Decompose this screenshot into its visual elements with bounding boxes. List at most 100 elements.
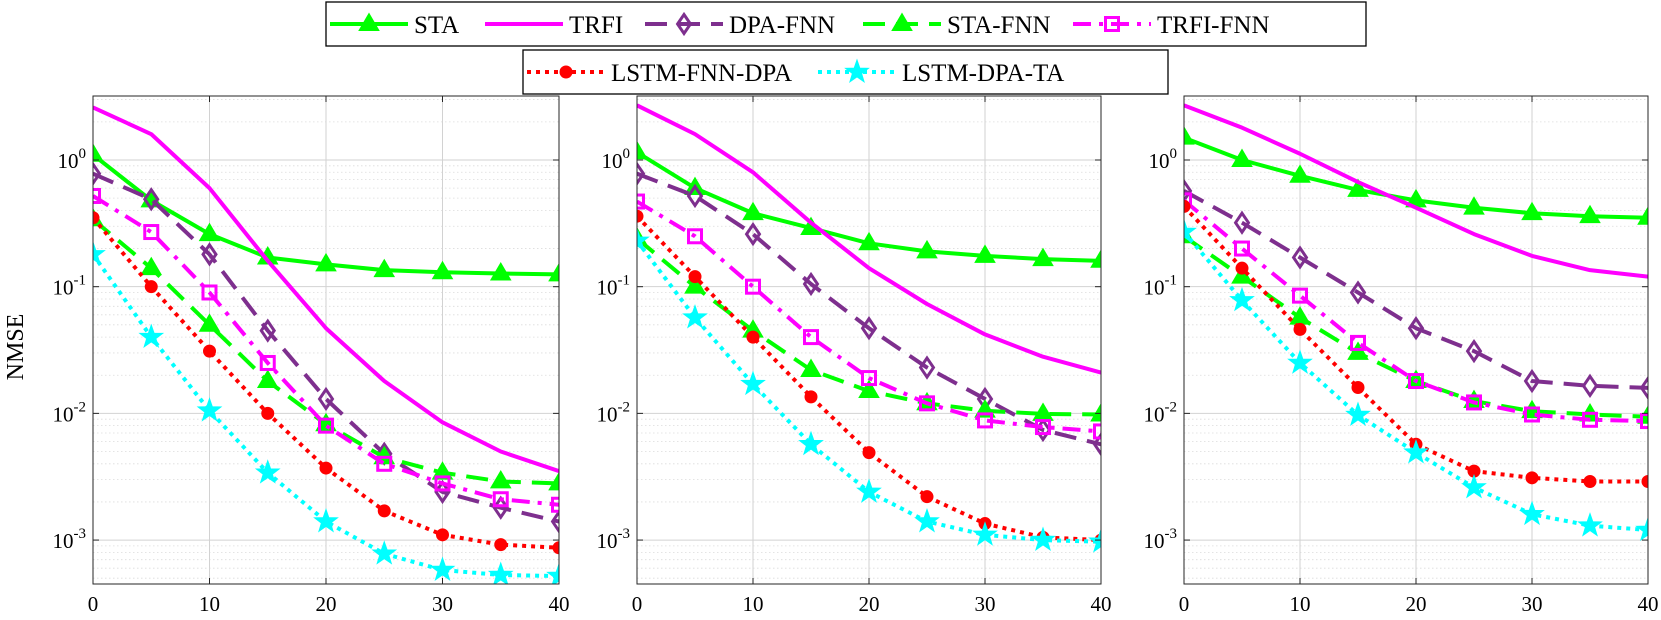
- data-point-lstm-dpa-ta: [254, 459, 281, 484]
- data-point-trfi-fnn: [1292, 287, 1308, 304]
- data-point-trfi-fnn: [259, 354, 276, 371]
- data-point-lstm-dpa-ta: [798, 430, 824, 456]
- data-point-lstm-fnn-dpa: [637, 209, 644, 223]
- data-point-sta: [1347, 178, 1369, 197]
- data-point-trfi-fnn: [1184, 192, 1192, 209]
- y-tick-label: 10-1: [1144, 273, 1178, 300]
- data-point-trfi-fnn: [93, 187, 101, 204]
- x-tick-label: 20: [859, 592, 880, 616]
- data-point-lstm-fnn-dpa: [920, 490, 934, 504]
- legend-label-trfi: TRFI: [569, 12, 623, 39]
- series-line-lstm-dpa-ta: [93, 253, 559, 579]
- data-point-lstm-fnn-dpa: [862, 446, 876, 460]
- data-point-lstm-fnn-dpa: [144, 280, 158, 294]
- data-point-lstm-dpa-ta: [429, 556, 456, 581]
- data-point-lstm-fnn-dpa: [688, 270, 702, 284]
- data-point-sta: [1231, 148, 1253, 167]
- data-point-dpa-fnn: [744, 221, 762, 247]
- data-point-lstm-fnn-dpa: [1351, 381, 1365, 395]
- legend-label-sta-fnn: STA-FNN: [947, 12, 1051, 39]
- data-point-dpa-fnn: [201, 242, 218, 267]
- panel-2-series: [637, 103, 1101, 553]
- legend-label-trfi-fnn: TRFI-FNN: [1157, 12, 1270, 39]
- data-point-trfi-fnn: [637, 193, 645, 210]
- data-point-dpa-fnn: [802, 271, 820, 297]
- data-point-sta: [489, 262, 512, 281]
- x-tick-label: 20: [1406, 592, 1427, 616]
- data-point-trfi-fnn: [919, 395, 935, 412]
- data-point-dpa-fnn: [1291, 245, 1309, 270]
- data-point-sta: [1579, 204, 1601, 224]
- data-point-lstm-dpa-ta: [1345, 401, 1371, 426]
- panel-3-series: [1184, 103, 1648, 541]
- data-point-lstm-fnn-dpa: [1583, 474, 1597, 488]
- data-point-dpa-fnn: [1233, 210, 1251, 235]
- data-point-sta-fnn: [256, 369, 279, 388]
- series-sta: [637, 140, 1101, 268]
- data-point-trfi-fnn: [1035, 419, 1051, 436]
- series-line-dpa-fnn: [637, 171, 1101, 447]
- data-point-trfi-fnn: [143, 224, 160, 241]
- series-trfi-fnn: [637, 193, 1101, 440]
- series-line-lstm-fnn-dpa: [637, 214, 1101, 543]
- legend-entry-trfi-fnn: TRFI-FNN: [1073, 12, 1270, 39]
- legend-entry-lstm-dpa-ta: LSTM-DPA-TA: [818, 58, 1064, 87]
- data-point-sta: [1521, 201, 1543, 221]
- legend-entry-lstm-fnn-dpa: LSTM-FNN-DPA: [527, 60, 792, 87]
- series-trfi: [93, 105, 559, 474]
- legend-entry-sta: STA: [330, 12, 459, 39]
- data-point-sta-fnn: [489, 470, 512, 489]
- data-point-sta-fnn: [431, 461, 454, 480]
- data-point-trfi-fnn: [1524, 406, 1540, 423]
- data-point-lstm-dpa-ta: [637, 227, 650, 252]
- y-tick-label: 10-1: [597, 273, 631, 300]
- data-point-lstm-fnn-dpa: [377, 504, 391, 518]
- data-point-dpa-fnn: [1581, 373, 1599, 398]
- data-point-dpa-fnn: [1349, 280, 1367, 305]
- legend-entry-sta-fnn: STA-FNN: [863, 12, 1051, 39]
- data-point-dpa-fnn: [142, 187, 160, 212]
- series-line-trfi-fnn: [637, 199, 1101, 434]
- data-point-dpa-fnn: [1407, 316, 1425, 341]
- data-point-trfi-fnn: [803, 329, 819, 346]
- data-point-dpa-fnn: [550, 509, 559, 534]
- data-point-lstm-dpa-ta: [1403, 439, 1429, 464]
- data-point-dpa-fnn: [93, 161, 102, 186]
- data-point-lstm-fnn-dpa: [804, 390, 818, 404]
- data-point-dpa-fnn: [637, 161, 646, 186]
- data-point-lstm-dpa-ta: [740, 370, 766, 396]
- series-line-dpa-fnn: [1184, 189, 1648, 390]
- data-point-dpa-fnn: [686, 183, 704, 209]
- data-point-sta: [373, 258, 396, 278]
- legend-entry-trfi: TRFI: [485, 12, 623, 39]
- data-point-trfi-fnn: [1466, 394, 1482, 411]
- data-point-sta-fnn: [198, 313, 221, 332]
- data-point-trfi-fnn: [861, 370, 877, 387]
- x-tick-label: 0: [88, 592, 99, 616]
- series-trfi: [1184, 103, 1648, 279]
- data-point-sta: [1637, 206, 1648, 225]
- data-point-lstm-dpa-ta: [196, 397, 223, 422]
- x-tick-label: 30: [1522, 592, 1543, 616]
- x-tick-label: 40: [1638, 592, 1659, 616]
- data-point-lstm-dpa-ta: [914, 508, 940, 533]
- series-lstm-fnn-dpa: [93, 211, 559, 555]
- legend-label-lstm-dpa-ta: LSTM-DPA-TA: [902, 60, 1064, 87]
- data-point-sta: [93, 143, 104, 162]
- x-tick-label: 20: [316, 592, 337, 616]
- data-point-trfi-fnn: [434, 475, 451, 492]
- data-point-sta-fnn: [800, 358, 822, 377]
- data-point-sta: [637, 140, 648, 160]
- y-tick-label: 100: [602, 146, 631, 173]
- legend-marker-sta: [358, 12, 380, 31]
- data-point-lstm-dpa-ta: [1184, 218, 1197, 243]
- panel-1-series: [93, 105, 559, 584]
- panel-3: 0 10 20 30 40 100 10-1 10-2 10-3: [1144, 95, 1659, 616]
- legend-marker-lstm-dpa-ta: [844, 58, 870, 83]
- data-point-trfi-fnn: [1582, 411, 1598, 428]
- series-line-trfi: [1184, 103, 1648, 279]
- data-point-lstm-fnn-dpa: [1184, 199, 1191, 213]
- x-tick-label: 0: [1179, 592, 1190, 616]
- data-point-sta: [315, 252, 337, 272]
